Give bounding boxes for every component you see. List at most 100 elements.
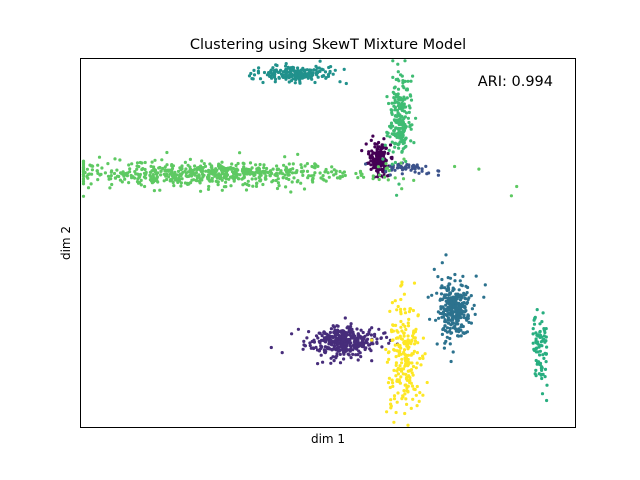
- data-point: [443, 293, 447, 297]
- data-point: [324, 76, 328, 80]
- data-point: [396, 163, 400, 167]
- data-point: [387, 376, 391, 380]
- data-point: [215, 180, 219, 184]
- data-point: [172, 184, 176, 188]
- data-point: [545, 398, 549, 403]
- data-point: [406, 390, 410, 394]
- data-point: [377, 173, 382, 177]
- data-point: [354, 353, 358, 357]
- data-point: [418, 356, 422, 361]
- data-point: [536, 342, 540, 346]
- data-point: [386, 174, 390, 178]
- data-point: [315, 73, 319, 77]
- data-point: [349, 356, 353, 360]
- data-point: [400, 187, 404, 191]
- data-point: [341, 338, 345, 342]
- data-point: [402, 157, 406, 161]
- data-point: [534, 368, 538, 372]
- data-point: [376, 165, 380, 169]
- data-point: [168, 168, 172, 172]
- data-point: [262, 166, 266, 170]
- data-point: [407, 310, 412, 314]
- data-point: [327, 175, 331, 179]
- data-point: [225, 173, 230, 177]
- data-point: [299, 163, 303, 167]
- data-point: [329, 65, 333, 69]
- data-point: [188, 167, 192, 171]
- data-point: [457, 327, 461, 331]
- data-point: [390, 109, 394, 113]
- data-point: [390, 101, 394, 105]
- data-point: [310, 164, 314, 169]
- data-point: [298, 81, 302, 85]
- data-point: [395, 166, 400, 170]
- data-point: [258, 162, 262, 167]
- data-point: [463, 305, 467, 310]
- data-point: [545, 345, 549, 349]
- data-point: [397, 182, 401, 186]
- data-point: [403, 307, 407, 311]
- data-point: [242, 165, 246, 169]
- data-point: [373, 145, 377, 149]
- data-point: [393, 142, 397, 146]
- data-point: [378, 156, 382, 160]
- data-point: [436, 173, 440, 177]
- data-point: [432, 267, 436, 271]
- data-point: [382, 150, 387, 154]
- data-point: [401, 141, 405, 146]
- data-point: [398, 126, 402, 130]
- data-point: [440, 261, 444, 265]
- data-point: [385, 335, 389, 339]
- data-point: [224, 180, 228, 184]
- data-point: [404, 397, 408, 401]
- data-point: [138, 160, 142, 165]
- data-point: [326, 335, 330, 340]
- data-point: [130, 176, 134, 180]
- data-point: [338, 176, 342, 180]
- data-point: [187, 174, 191, 178]
- data-point: [394, 361, 398, 365]
- data-point: [136, 172, 140, 176]
- data-point: [386, 178, 390, 182]
- data-point: [380, 143, 384, 148]
- data-point: [394, 355, 398, 359]
- data-point: [300, 166, 304, 170]
- cluster-8: [81, 150, 519, 198]
- data-point: [296, 179, 300, 183]
- data-point: [151, 173, 155, 177]
- data-point: [543, 340, 547, 344]
- data-point: [531, 327, 535, 331]
- data-point: [402, 350, 406, 354]
- data-point: [180, 164, 184, 168]
- data-point: [403, 357, 407, 361]
- data-point: [461, 331, 465, 335]
- data-point: [428, 317, 432, 321]
- data-point: [168, 179, 172, 183]
- data-point: [188, 157, 192, 161]
- data-point: [183, 160, 187, 164]
- data-point: [223, 175, 227, 180]
- data-point: [391, 59, 395, 63]
- data-point: [123, 177, 127, 181]
- data-point: [233, 175, 237, 180]
- data-point: [399, 307, 403, 311]
- data-point: [395, 120, 400, 125]
- data-point: [414, 116, 418, 120]
- cluster-9: [370, 280, 429, 427]
- data-point: [81, 167, 86, 171]
- data-point: [417, 399, 421, 403]
- data-point: [408, 378, 412, 382]
- data-point: [389, 398, 393, 402]
- data-point: [245, 172, 249, 176]
- data-point: [409, 406, 413, 410]
- data-point: [374, 153, 378, 157]
- data-point: [385, 410, 389, 414]
- data-point: [405, 376, 409, 380]
- data-point: [395, 308, 399, 312]
- data-point: [202, 162, 206, 166]
- data-point: [408, 125, 412, 129]
- data-point: [407, 165, 411, 169]
- data-point: [112, 171, 117, 176]
- data-point: [283, 155, 287, 159]
- data-point: [397, 378, 401, 382]
